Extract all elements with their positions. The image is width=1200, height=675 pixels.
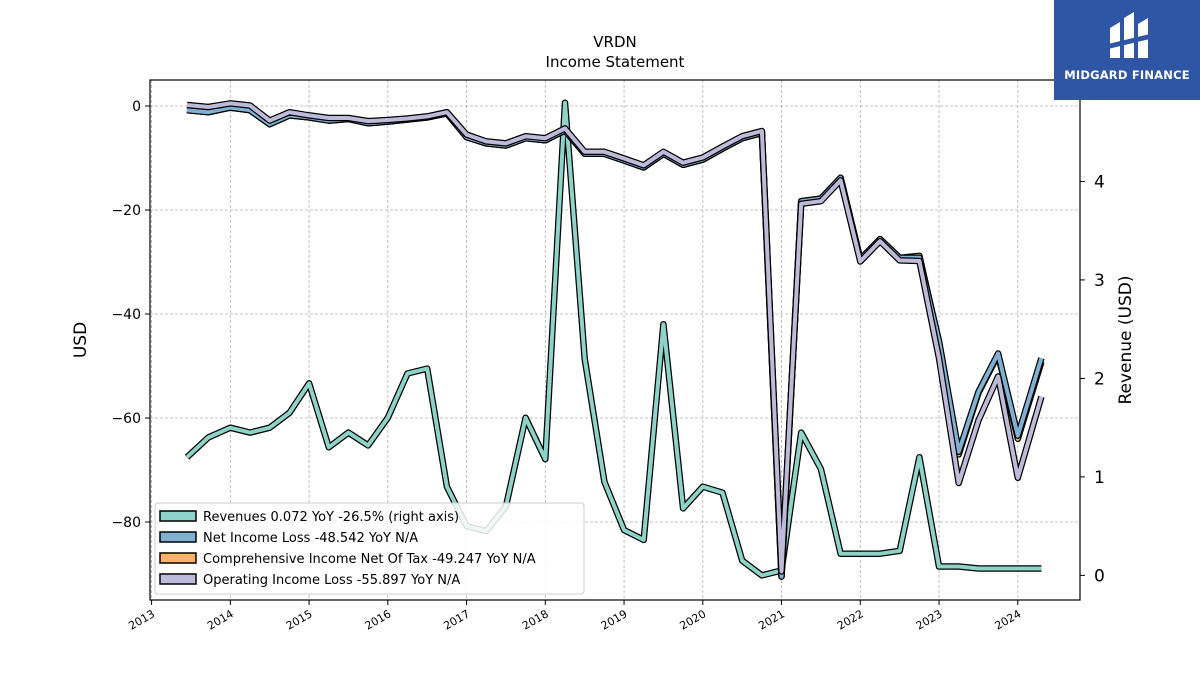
x-tick-label: 2022 [835,607,866,632]
legend-box [154,502,585,595]
legend-label-revenues: Revenues 0.072 YoY -26.5% (right axis) [203,510,459,525]
chart-subtitle: Income Statement [546,53,685,71]
legend-swatch-revenues [159,510,197,522]
y-tick-label: −80 [111,515,141,531]
x-tick-label: 2015 [284,607,315,632]
series-line-revenues [185,100,1042,578]
x-tick-label: 2020 [678,607,709,632]
y2-tick-label: 4 [1094,172,1105,192]
plot-frame [149,79,1081,601]
x-tick-label: 2014 [205,607,236,632]
x-tick-label: 2019 [599,607,630,632]
legend-swatch-operating-income-loss [159,573,197,585]
y2-tick-label: 3 [1094,271,1105,291]
legend-label-operating-income-loss: Operating Income Loss -55.897 YoY N/A [203,573,460,588]
y-tick-label: 0 [132,99,141,115]
x-tick-label: 2024 [993,607,1024,632]
chart-title: VRDN [593,33,636,51]
x-tick-label: 2023 [914,607,945,632]
midgard-finance-logo-mark-icon [1108,12,1150,58]
y-tick-label: −40 [111,307,141,323]
legend-swatch-net-income-loss [159,531,197,543]
midgard-finance-logo: MIDGARD FINANCE [1054,0,1200,100]
logo-text: MIDGARD FINANCE [1064,68,1190,82]
y-tick-label: −60 [111,411,141,427]
y2-axis-label: Revenue (USD) [1116,275,1136,404]
x-tick-label: 2017 [441,607,472,632]
legend-label-net-income-loss: Net Income Loss -48.542 YoY N/A [203,531,418,546]
x-tick-label: 2018 [520,607,551,632]
legend-label-comprehensive-income-net-of-tax: Comprehensive Income Net Of Tax -49.247 … [203,552,536,567]
y2-tick-label: 0 [1094,566,1105,586]
x-tick-label: 2021 [756,607,787,632]
x-tick-label: 2016 [363,607,394,632]
y-axis-label: USD [71,322,91,358]
x-tick-label: 2013 [126,607,157,632]
y-tick-label: −20 [111,203,141,219]
legend: Revenues 0.072 YoY -26.5% (right axis) Ne… [154,502,585,595]
y2-tick-label: 1 [1094,468,1105,488]
series-line-operating-income-loss [186,101,1044,574]
legend-swatch-comprehensive-income-net-of-tax [159,552,197,564]
y2-tick-label: 2 [1094,369,1105,389]
